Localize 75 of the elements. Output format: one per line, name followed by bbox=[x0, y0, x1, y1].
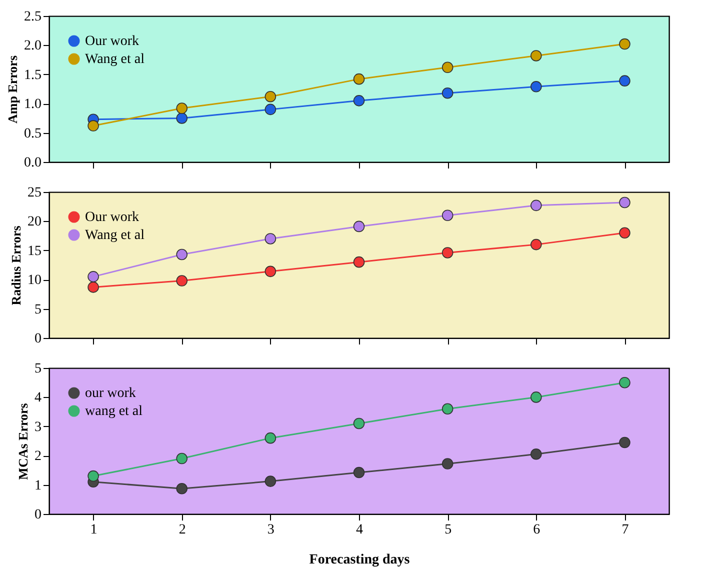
point bbox=[442, 247, 454, 258]
legend-label: our work bbox=[85, 386, 136, 401]
point bbox=[353, 95, 365, 106]
y-tick-label: 10 bbox=[28, 273, 42, 288]
x-tick-label: 5 bbox=[444, 522, 452, 538]
point bbox=[619, 376, 630, 388]
y-tick-label: 15 bbox=[28, 244, 42, 259]
point bbox=[530, 81, 542, 92]
legend-label: Wang et al bbox=[85, 228, 145, 243]
y-tick-label: 0.5 bbox=[24, 126, 42, 142]
point bbox=[264, 233, 276, 244]
y-tick-label: 1.5 bbox=[24, 68, 42, 83]
point bbox=[530, 200, 542, 212]
point bbox=[530, 50, 542, 62]
x-axis-title: Forecasting days bbox=[309, 552, 410, 568]
y-tick-label: 2.5 bbox=[24, 10, 42, 24]
x-tick-label: 1 bbox=[90, 522, 98, 538]
point bbox=[442, 62, 454, 74]
point bbox=[619, 196, 630, 208]
point bbox=[264, 90, 276, 102]
point bbox=[619, 38, 630, 50]
y-tick-label: 1.0 bbox=[24, 97, 42, 112]
point bbox=[264, 476, 276, 487]
point bbox=[176, 248, 188, 260]
y-tick-label: 5 bbox=[34, 302, 42, 318]
point bbox=[442, 87, 454, 99]
y-tick-label: 1 bbox=[34, 478, 42, 494]
x-tick-label: 6 bbox=[533, 522, 540, 538]
x-tick-label: 2 bbox=[178, 522, 186, 538]
point bbox=[176, 102, 188, 114]
legend-label: Our work bbox=[85, 210, 140, 225]
point bbox=[353, 73, 365, 85]
point bbox=[442, 403, 454, 415]
y-axis-title: MCAs Errors bbox=[16, 403, 30, 480]
y-tick-label: 5 bbox=[34, 362, 42, 376]
y-axis-title: Radius Errors bbox=[8, 226, 24, 306]
point bbox=[88, 271, 99, 282]
point bbox=[264, 104, 276, 116]
point bbox=[88, 470, 99, 482]
point bbox=[442, 458, 454, 470]
legend-label: wang et al bbox=[85, 404, 143, 419]
point bbox=[176, 275, 188, 286]
x-tick-label: 4 bbox=[356, 522, 363, 538]
point bbox=[353, 466, 365, 478]
point bbox=[619, 436, 630, 448]
point bbox=[353, 256, 365, 268]
point bbox=[176, 452, 188, 464]
point bbox=[176, 482, 188, 494]
y-tick-label: 20 bbox=[28, 214, 42, 230]
y-tick-label: 0 bbox=[34, 508, 42, 522]
point bbox=[442, 210, 454, 221]
point bbox=[264, 266, 276, 278]
y-tick-label: 25 bbox=[28, 186, 42, 200]
x-tick-label: 3 bbox=[267, 522, 274, 538]
point bbox=[88, 282, 99, 293]
point bbox=[353, 220, 365, 232]
point bbox=[619, 227, 630, 239]
point bbox=[530, 448, 542, 460]
point bbox=[530, 392, 542, 403]
point bbox=[88, 120, 99, 132]
legend-label: Our work bbox=[85, 34, 140, 49]
point bbox=[530, 238, 542, 250]
point bbox=[176, 112, 188, 124]
point bbox=[264, 432, 276, 444]
point bbox=[353, 418, 365, 430]
x-tick-label: 7 bbox=[622, 522, 629, 538]
y-tick-label: 2.0 bbox=[24, 38, 42, 54]
y-axis-title: Amp Errors bbox=[5, 55, 20, 124]
legend-label: Wang et al bbox=[85, 52, 145, 67]
y-tick-label: 0 bbox=[34, 332, 42, 346]
y-tick-label: 4 bbox=[34, 390, 42, 406]
y-tick-label: 0.0 bbox=[24, 156, 42, 170]
y-tick-label: 3 bbox=[34, 420, 42, 435]
point bbox=[619, 75, 630, 86]
y-tick-label: 2 bbox=[34, 449, 42, 464]
